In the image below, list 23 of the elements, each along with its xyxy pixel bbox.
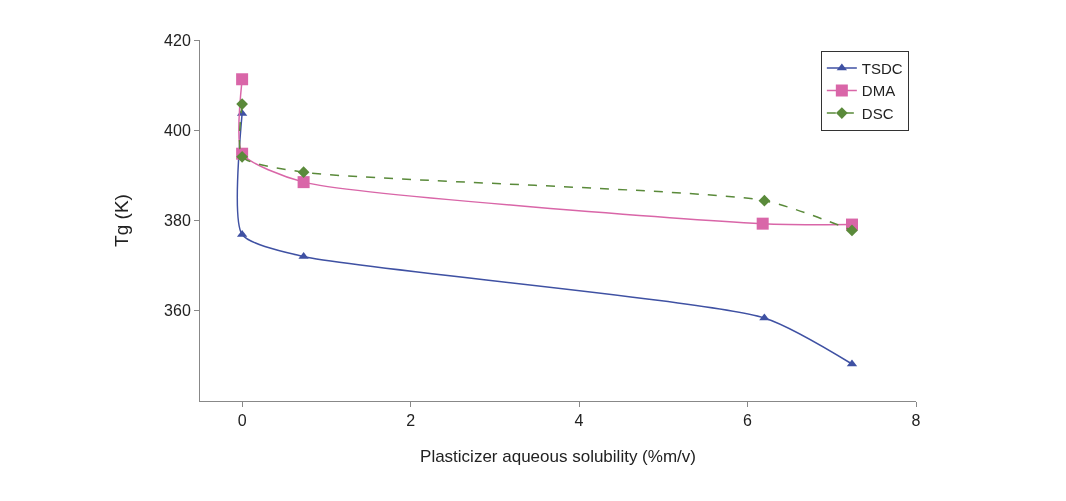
y-axis-title: Tg (K) — [110, 194, 132, 247]
x-tick-label: 0 — [237, 412, 247, 430]
y-tick-label: 380 — [164, 212, 191, 230]
point — [297, 166, 310, 179]
legend-label: TSDC — [861, 59, 903, 77]
point — [846, 224, 858, 237]
point — [759, 313, 770, 321]
legend-label: DSC — [861, 104, 894, 122]
x-tick-label: 6 — [743, 412, 753, 430]
y-tick-label: 400 — [164, 121, 191, 139]
point — [236, 98, 248, 110]
point — [236, 73, 249, 86]
x-tick-label: 2 — [406, 412, 416, 430]
x-tick-label: 8 — [911, 412, 921, 430]
y-tick-label: 420 — [164, 31, 191, 49]
point — [297, 176, 310, 189]
x-axis-title: Plasticizer aqueous solubility (%m/v) — [420, 447, 696, 466]
x-tick-label: 4 — [574, 412, 584, 430]
point — [758, 194, 771, 207]
y-tick-label: 360 — [164, 302, 191, 320]
legend-label: DMA — [861, 82, 896, 100]
point — [756, 217, 769, 230]
point — [236, 151, 248, 163]
